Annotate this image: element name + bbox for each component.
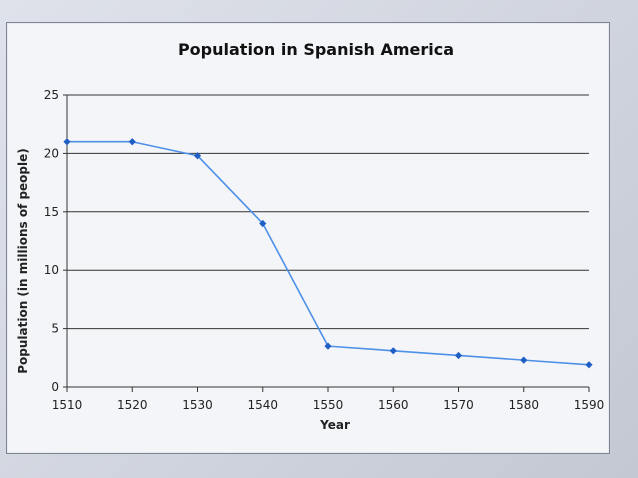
x-tick-label-1530: 1530 — [182, 398, 213, 412]
data-point-1580 — [520, 356, 528, 364]
x-tick-label-1510: 1510 — [52, 398, 83, 412]
data-point-1550 — [324, 342, 332, 350]
chart-title: Population in Spanish America — [178, 40, 454, 59]
x-axis-title: Year — [319, 418, 350, 432]
line-chart: Population in Spanish America 0510152025… — [16, 40, 605, 432]
y-tick-label-25: 25 — [44, 88, 59, 102]
data-point-1520 — [128, 138, 136, 146]
x-tick-label-1540: 1540 — [247, 398, 278, 412]
x-tick-label-1590: 1590 — [574, 398, 605, 412]
data-point-1530 — [193, 152, 202, 160]
data-point-1540 — [259, 219, 267, 228]
y-tick-label-20: 20 — [44, 146, 59, 160]
x-tick-label-1570: 1570 — [443, 398, 474, 412]
y-tick-label-0: 0 — [51, 380, 59, 394]
series-line-0 — [67, 140, 590, 366]
data-point-1570 — [454, 351, 463, 360]
y-tick-label-15: 15 — [44, 205, 59, 219]
data-point-1560 — [389, 347, 397, 355]
x-tick-label-1560: 1560 — [378, 398, 409, 412]
data-point-1590 — [585, 361, 593, 369]
data-point-1510 — [63, 138, 71, 146]
x-tick-label-1550: 1550 — [313, 398, 344, 412]
gridlines — [67, 94, 589, 330]
x-tick-label-1580: 1580 — [508, 398, 539, 412]
series — [63, 138, 593, 369]
y-tick-label-10: 10 — [44, 263, 59, 277]
chart-frame: Population in Spanish America 0 5 10 15 20 25… — [6, 22, 610, 454]
y-tick-label-5: 5 — [51, 322, 59, 336]
x-tick-label-1520: 1520 — [117, 398, 148, 412]
y-axis-title: Population (in millions of people) — [16, 148, 30, 374]
